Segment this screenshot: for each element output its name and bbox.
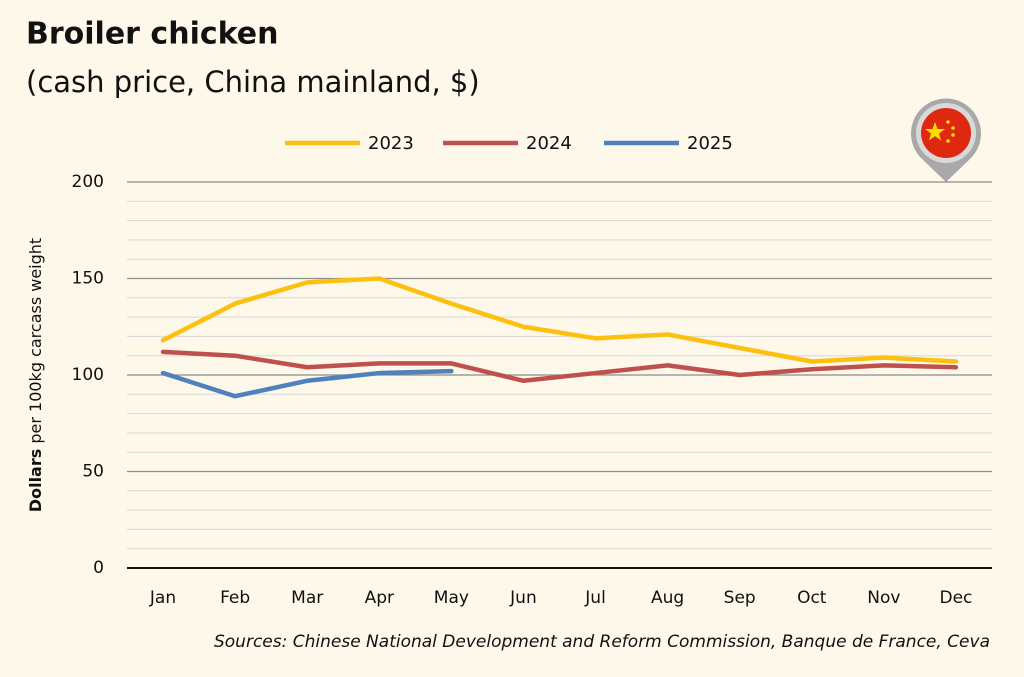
y-tick-label: 50 (82, 462, 104, 482)
legend-label: 2024 (526, 133, 572, 154)
x-tick-label: Feb (220, 588, 250, 608)
chart-subtitle: (cash price, China mainland, $) (26, 65, 480, 99)
y-tick-label: 150 (72, 269, 104, 289)
legend-label: 2025 (687, 133, 733, 154)
x-tick-label: Jan (149, 588, 176, 608)
y-tick-label: 0 (93, 558, 104, 578)
y-axis-label-bold: Dollars (26, 449, 45, 512)
x-tick-label: Apr (365, 588, 394, 608)
chart-title: Broiler chicken (26, 17, 278, 52)
x-tick-label: May (434, 588, 469, 608)
y-tick-label: 200 (72, 172, 104, 192)
y-axis-label: Dollars per 100kg carcass weight (26, 238, 45, 512)
line-series (160, 276, 959, 364)
y-axis-label-rest: per 100kg carcass weight (26, 238, 45, 444)
x-tick-label: Sep (724, 588, 756, 608)
x-tick-label: Nov (867, 588, 900, 608)
x-tick-label: Dec (940, 588, 973, 608)
x-tick-label: Mar (291, 588, 323, 608)
x-tick-label: Aug (651, 588, 684, 608)
flag-icon (911, 98, 981, 182)
legend-label: 2023 (368, 133, 414, 154)
y-tick-label: 100 (72, 365, 104, 385)
x-tick-label: Oct (797, 588, 827, 608)
line-series (160, 349, 959, 384)
x-tick-label: Jun (509, 588, 537, 608)
x-tick-label: Jul (584, 588, 606, 608)
source-note: Sources: Chinese National Development an… (214, 632, 990, 652)
line-series (160, 368, 454, 399)
